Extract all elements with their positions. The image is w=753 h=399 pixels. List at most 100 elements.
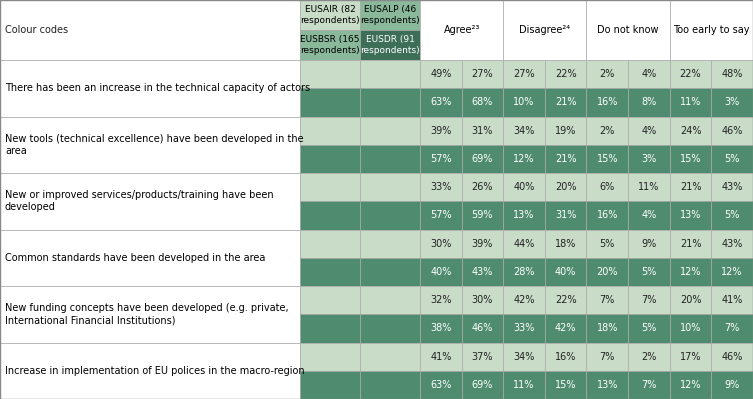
Bar <box>545 229 587 258</box>
Bar <box>587 342 628 371</box>
Bar <box>712 173 753 201</box>
Text: 16%: 16% <box>596 210 618 220</box>
Text: 16%: 16% <box>596 97 618 107</box>
Bar <box>462 258 503 286</box>
Bar <box>545 286 587 314</box>
Bar <box>360 229 420 258</box>
Bar <box>360 342 420 371</box>
Bar <box>669 88 712 117</box>
Text: There has been an increase in the technical capacity of actors: There has been an increase in the techni… <box>5 83 310 93</box>
Bar <box>503 117 545 145</box>
Bar <box>462 88 503 117</box>
Text: 22%: 22% <box>680 69 701 79</box>
Text: 11%: 11% <box>680 97 701 107</box>
Bar <box>712 286 753 314</box>
Text: 2%: 2% <box>599 126 615 136</box>
Text: 31%: 31% <box>555 210 576 220</box>
Bar <box>420 258 462 286</box>
Text: 69%: 69% <box>471 154 493 164</box>
Text: 33%: 33% <box>514 323 535 334</box>
Text: 11%: 11% <box>639 182 660 192</box>
Text: EUSDR (91
respondents): EUSDR (91 respondents) <box>360 35 420 55</box>
Bar <box>545 258 587 286</box>
Bar <box>712 258 753 286</box>
Bar <box>503 371 545 399</box>
Text: 5%: 5% <box>724 154 740 164</box>
Text: 5%: 5% <box>642 323 657 334</box>
Text: 10%: 10% <box>680 323 701 334</box>
Text: 32%: 32% <box>430 295 452 305</box>
Bar <box>360 0 420 30</box>
Bar <box>420 286 462 314</box>
Bar <box>628 145 669 173</box>
Text: 27%: 27% <box>514 69 535 79</box>
Bar <box>462 229 503 258</box>
Bar <box>628 117 669 145</box>
Bar <box>503 342 545 371</box>
Bar <box>712 117 753 145</box>
Bar <box>628 201 669 229</box>
Text: 27%: 27% <box>471 69 493 79</box>
Bar <box>545 173 587 201</box>
Text: 34%: 34% <box>514 352 535 361</box>
Bar <box>300 0 360 30</box>
Bar <box>587 314 628 342</box>
Text: 33%: 33% <box>430 182 452 192</box>
Bar <box>669 145 712 173</box>
Text: 37%: 37% <box>471 352 493 361</box>
Text: New or improved services/products/training have been
developed: New or improved services/products/traini… <box>5 190 273 212</box>
Bar <box>300 342 360 371</box>
Bar <box>420 314 462 342</box>
Bar <box>628 60 669 88</box>
Bar <box>545 117 587 145</box>
Text: 43%: 43% <box>721 239 743 249</box>
Text: New funding concepts have been developed (e.g. private,
International Financial : New funding concepts have been developed… <box>5 303 288 326</box>
Bar <box>420 229 462 258</box>
Bar <box>360 88 420 117</box>
Text: 19%: 19% <box>555 126 576 136</box>
Text: 2%: 2% <box>599 69 615 79</box>
Text: 15%: 15% <box>596 154 618 164</box>
Text: Increase in implementation of EU polices in the macro-region: Increase in implementation of EU polices… <box>5 366 305 376</box>
Bar <box>300 314 360 342</box>
Bar <box>462 145 503 173</box>
Text: 40%: 40% <box>430 267 452 277</box>
Text: 18%: 18% <box>596 323 618 334</box>
Bar <box>360 286 420 314</box>
Text: 39%: 39% <box>471 239 493 249</box>
Text: 21%: 21% <box>555 154 577 164</box>
Text: 34%: 34% <box>514 126 535 136</box>
Text: 4%: 4% <box>642 210 657 220</box>
Text: 13%: 13% <box>514 210 535 220</box>
Bar <box>712 229 753 258</box>
Text: 41%: 41% <box>430 352 452 361</box>
Bar <box>420 145 462 173</box>
Bar <box>587 60 628 88</box>
Bar <box>462 201 503 229</box>
Bar <box>587 286 628 314</box>
Bar <box>503 0 587 60</box>
Bar <box>300 201 360 229</box>
Bar <box>545 145 587 173</box>
Text: 10%: 10% <box>514 97 535 107</box>
Bar <box>628 314 669 342</box>
Bar <box>669 286 712 314</box>
Text: 21%: 21% <box>680 239 701 249</box>
Text: 21%: 21% <box>680 182 701 192</box>
Bar <box>587 88 628 117</box>
Bar <box>587 145 628 173</box>
Bar <box>300 286 360 314</box>
Bar <box>628 371 669 399</box>
Text: EUSAIR (82
respondents): EUSAIR (82 respondents) <box>300 5 360 25</box>
Bar <box>545 60 587 88</box>
Bar <box>669 258 712 286</box>
Text: 30%: 30% <box>471 295 493 305</box>
Bar <box>669 60 712 88</box>
Bar <box>712 201 753 229</box>
Text: 46%: 46% <box>471 323 493 334</box>
Bar <box>0 60 300 117</box>
Bar <box>420 0 503 60</box>
Text: 5%: 5% <box>724 210 740 220</box>
Bar <box>0 342 300 399</box>
Bar <box>712 314 753 342</box>
